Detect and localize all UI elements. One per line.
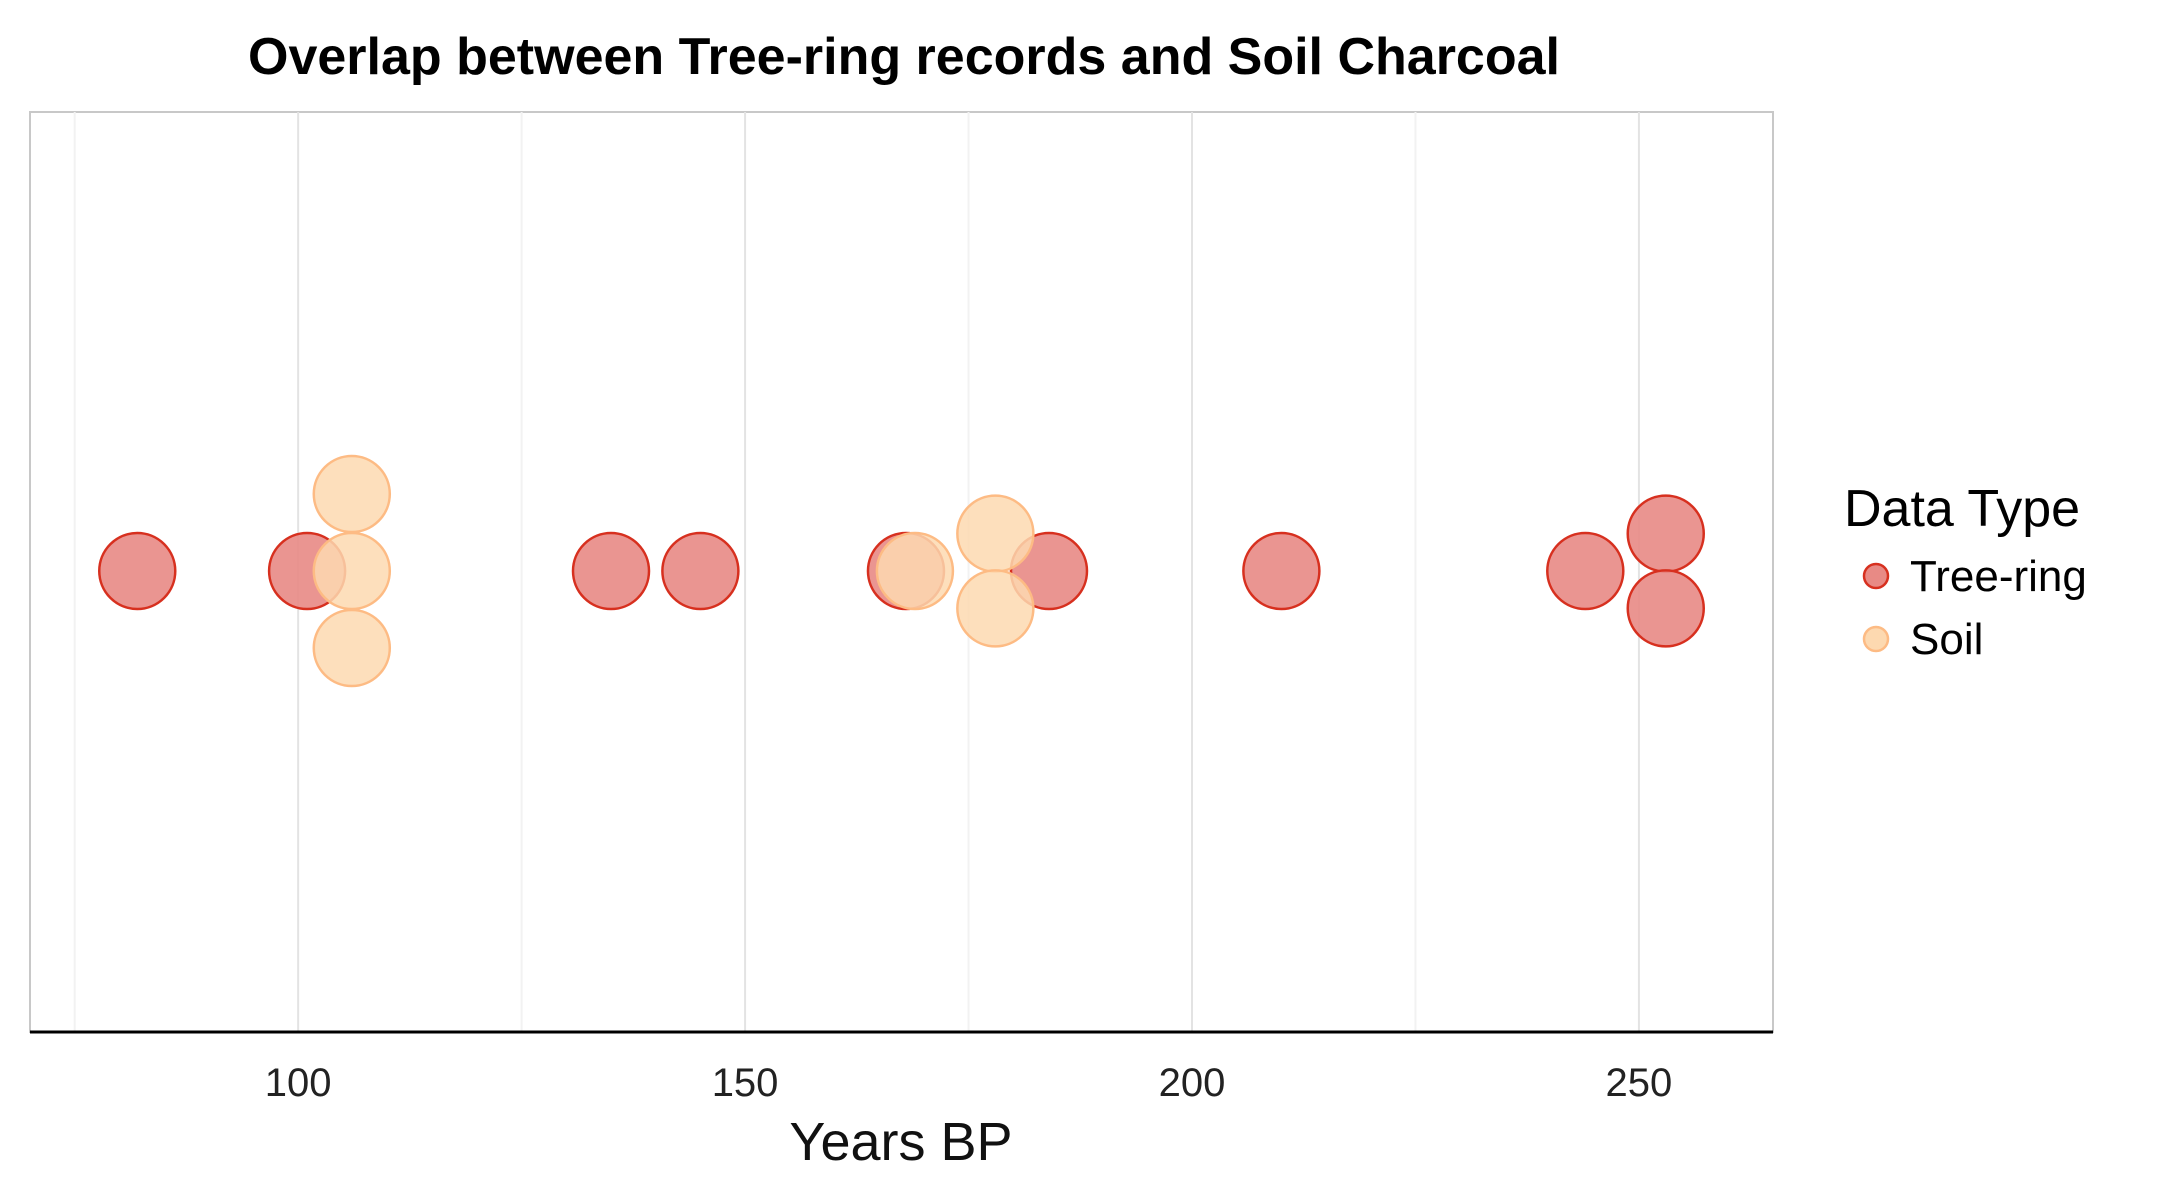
minor-gridlines xyxy=(73,112,1417,1032)
soil-point xyxy=(875,531,955,611)
soil-point xyxy=(312,454,392,534)
soil-point xyxy=(312,531,392,611)
chart-title: Overlap between Tree-ring records and So… xyxy=(248,28,1560,86)
tree-ring-point xyxy=(571,531,651,611)
x-tick-label: 100 xyxy=(265,1061,332,1105)
legend-label: Soil xyxy=(1910,615,1983,664)
x-tick-label: 150 xyxy=(712,1061,779,1105)
legend-key xyxy=(1862,562,1890,590)
tree-ring-point xyxy=(1626,569,1705,648)
data-points xyxy=(98,454,1705,688)
legend-entries: Tree-ring Soil xyxy=(1862,552,2087,664)
soil-point xyxy=(312,608,392,688)
soil-point xyxy=(956,494,1035,573)
tree-ring-point xyxy=(1546,531,1625,611)
legend-key xyxy=(1862,625,1890,653)
soil-point xyxy=(956,569,1035,648)
tree-ring-point xyxy=(661,531,740,611)
legend-label: Tree-ring xyxy=(1910,552,2087,601)
x-axis-title: Years BP xyxy=(789,1112,1012,1172)
x-tick-label: 200 xyxy=(1159,1061,1226,1105)
tree-ring-point xyxy=(1626,494,1705,573)
tree-ring-point xyxy=(98,531,177,611)
legend-title: Data Type xyxy=(1844,480,2080,538)
tree-ring-point xyxy=(1242,531,1321,611)
legend: Data Type Tree-ring Soil xyxy=(1844,480,2087,664)
x-tick-label: 250 xyxy=(1606,1061,1673,1105)
x-tick-labels: 100 150 200 250 xyxy=(265,1061,1673,1105)
